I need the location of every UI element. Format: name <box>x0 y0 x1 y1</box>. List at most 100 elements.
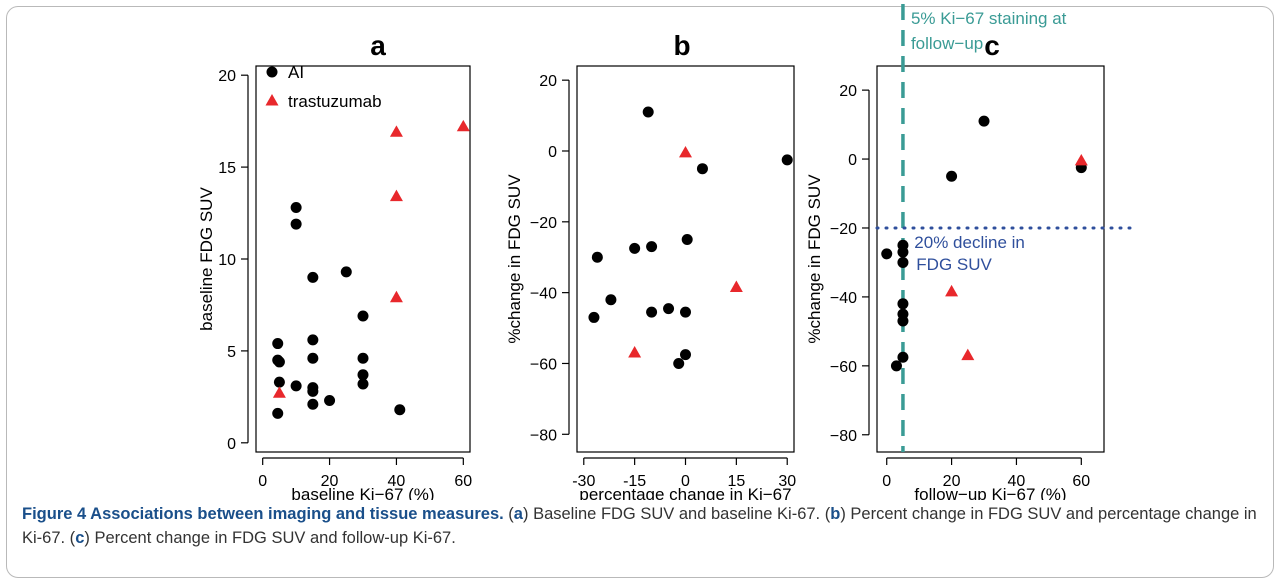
ai-point <box>680 349 691 361</box>
y-tick-label: −60 <box>530 356 557 373</box>
trastuzumab-point <box>679 145 692 158</box>
suv-threshold-annotation: FDG SUV <box>916 255 992 274</box>
ai-point <box>781 154 793 166</box>
plot-box <box>255 65 471 453</box>
trastuzumab-point <box>389 125 403 137</box>
x-tick-label: 30 <box>778 473 796 490</box>
caption-a-open: ( <box>503 505 514 523</box>
panel-title: b <box>673 30 690 61</box>
plot-box <box>576 65 795 453</box>
ai-point <box>897 351 909 363</box>
y-tick-label: 0 <box>227 436 236 453</box>
x-axis-label: follow−up Ki−67 (%) <box>914 485 1066 500</box>
ai-point <box>272 338 284 350</box>
ai-point <box>357 369 369 381</box>
y-tick-label: 10 <box>218 252 236 269</box>
ai-point <box>605 294 617 306</box>
trastuzumab-point <box>961 348 975 361</box>
y-tick-label: 0 <box>548 144 557 161</box>
ai-point <box>591 251 603 263</box>
ai-point <box>307 385 319 397</box>
y-tick-label: 15 <box>218 160 236 177</box>
ai-point <box>394 404 406 416</box>
panel-c-chart: c 0 20 40 60 follow−up Ki−67 (%) −80 −60 −40 −20 0… <box>805 4 1136 500</box>
caption-c-text: ) Percent change in FDG SUV and follow-u… <box>84 529 456 547</box>
x-tick-label: 40 <box>388 473 406 490</box>
legend-trastuzumab-label: trastuzumab <box>288 92 382 111</box>
y-tick-label: −80 <box>830 428 857 445</box>
ai-point <box>696 163 708 175</box>
panel-title: c <box>984 30 1000 61</box>
x-tick-label: 40 <box>1008 473 1026 490</box>
ai-point <box>646 306 658 318</box>
trastuzumab-point <box>628 346 642 358</box>
figure-frame <box>6 6 1274 578</box>
x-tick-label: 15 <box>727 473 745 490</box>
legend-trastuzumab-marker <box>265 94 279 106</box>
y-tick-label: −20 <box>530 215 557 232</box>
ai-point <box>642 106 654 118</box>
x-tick-label: 60 <box>1072 473 1090 490</box>
panel-title: a <box>370 30 386 61</box>
x-tick-label: 0 <box>681 473 690 490</box>
y-tick-label: 0 <box>848 152 857 169</box>
x-tick-label: 0 <box>882 473 891 490</box>
ai-point <box>357 310 369 322</box>
caption-c-letter: c <box>75 529 85 547</box>
y-tick-label: −60 <box>830 359 857 376</box>
y-axis-label: %change in FDG SUV <box>505 174 524 344</box>
y-tick-label: 20 <box>218 68 236 85</box>
trastuzumab-point <box>389 189 403 202</box>
trastuzumab-point <box>729 280 743 292</box>
trastuzumab-point <box>456 119 470 132</box>
x-tick-label: -30 <box>572 473 595 490</box>
ai-point <box>588 311 600 323</box>
ai-point <box>897 246 909 258</box>
ai-point <box>340 266 352 278</box>
y-tick-label: 20 <box>539 73 557 90</box>
ai-point <box>978 115 990 127</box>
caption-b-letter: b <box>830 505 841 523</box>
y-axis-label: baseline FDG SUV <box>197 187 216 331</box>
ai-point <box>881 248 893 260</box>
suv-threshold-annotation: 20% decline in <box>914 233 1025 252</box>
x-tick-label: 0 <box>258 473 267 490</box>
legend-ai-marker <box>266 66 278 78</box>
ai-point <box>663 303 675 315</box>
ai-point <box>357 352 369 364</box>
y-tick-label: −20 <box>830 221 857 238</box>
x-tick-label: 60 <box>454 473 472 490</box>
ai-point <box>290 202 302 214</box>
x-axis-label: percentage change in Ki−67 <box>579 485 791 500</box>
ai-point <box>681 234 693 246</box>
panel-a-chart: a 0 20 40 60 baseline Ki−67 (%) 0 5 10 15 20 baseli… <box>197 30 472 500</box>
ai-point <box>680 306 691 318</box>
ki67-threshold-annotation: follow−up <box>911 34 983 53</box>
caption-title: Figure 4 Associations between imaging an… <box>22 505 504 523</box>
x-tick-label: -15 <box>623 473 646 490</box>
ai-point <box>290 218 302 230</box>
figure-4-charts: a 0 20 40 60 baseline Ki−67 (%) 0 5 10 15 20 baseli… <box>197 4 1136 500</box>
ai-point <box>646 241 658 253</box>
ai-point <box>946 170 958 182</box>
x-tick-label: 20 <box>321 473 339 490</box>
figure-caption: Figure 4 Associations between imaging an… <box>22 502 1262 550</box>
y-tick-label: −40 <box>530 286 557 303</box>
trastuzumab-point <box>389 290 403 303</box>
y-tick-label: 20 <box>839 83 857 100</box>
ai-point <box>307 398 319 410</box>
legend-ai-label: AI <box>288 63 304 82</box>
caption-b-text: ) Percent change in FDG SUV and percenta… <box>22 505 1257 547</box>
caption-a-text: ) Baseline FDG SUV and baseline Ki-67. ( <box>522 505 831 523</box>
ai-point <box>307 271 319 283</box>
ai-point <box>629 242 641 254</box>
y-tick-label: −40 <box>830 290 857 307</box>
ai-point <box>897 256 909 268</box>
x-tick-label: 20 <box>943 473 961 490</box>
ai-point <box>307 352 319 364</box>
ai-point <box>897 298 909 310</box>
ai-point <box>272 407 284 419</box>
ai-point <box>307 334 319 346</box>
caption-a-letter: a <box>513 505 523 523</box>
